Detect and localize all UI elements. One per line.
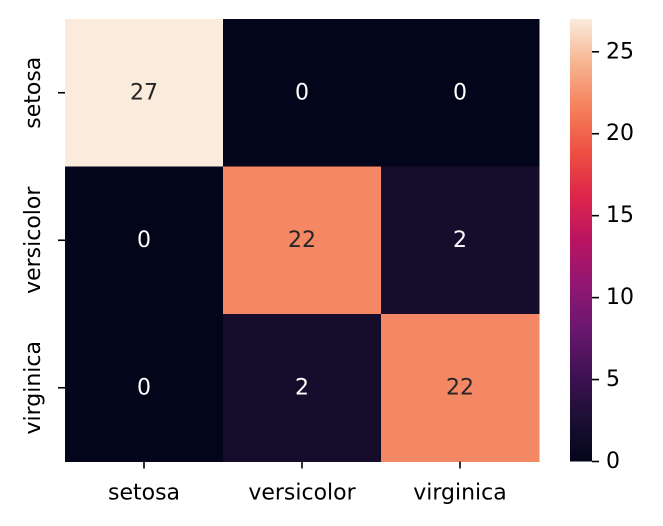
heatmap-cell-setosa-setosa: [65, 19, 224, 167]
cell-annotations: 27 0 00 22 20 2 22: [130, 80, 474, 400]
heatmap-cell-versicolor-setosa: [65, 166, 224, 315]
y-tick-label: versicolor: [21, 186, 46, 294]
cell-annotation: 0: [137, 228, 151, 253]
heatmap-cell-versicolor-virginica: [381, 166, 540, 315]
cell-annotation: 2: [453, 228, 467, 253]
heatmap-cell-virginica-virginica: [381, 314, 540, 462]
x-tick-label: virginica: [413, 481, 507, 506]
heatmap-cell-virginica-versicolor: [223, 314, 382, 462]
heatmap-cell-virginica-setosa: [65, 314, 224, 462]
colorbar: 0 5 10 15 20 25: [570, 19, 634, 474]
colorbar-tick-label: 10: [606, 285, 634, 310]
cell-annotation: 2: [295, 375, 309, 400]
cell-annotation: 22: [446, 375, 474, 400]
heatmap-cell-setosa-virginica: [381, 19, 540, 167]
colorbar-tick-label: 25: [606, 39, 634, 64]
y-tick-label: setosa: [21, 57, 46, 129]
cell-annotation: 22: [288, 228, 316, 253]
y-axis: setosa versicolor virginica: [21, 57, 65, 435]
heatmap-cell-versicolor-versicolor: [223, 166, 382, 315]
cell-annotation: 27: [130, 80, 158, 105]
colorbar-tick-label: 5: [606, 367, 620, 392]
cell-annotation: 0: [137, 375, 151, 400]
colorbar-tick-label: 0: [606, 449, 620, 474]
x-axis: setosa versicolor virginica: [108, 461, 507, 506]
heatmap-cell-setosa-versicolor: [223, 19, 382, 167]
colorbar-tick-label: 15: [606, 203, 634, 228]
cell-annotation: 0: [295, 80, 309, 105]
colorbar-gradient: [570, 19, 592, 462]
x-tick-label: setosa: [108, 481, 180, 506]
y-tick-label: virginica: [21, 341, 46, 435]
heatmap-cells: [65, 19, 540, 462]
x-tick-label: versicolor: [248, 481, 356, 506]
cell-annotation: 0: [453, 80, 467, 105]
colorbar-tick-label: 20: [606, 121, 634, 146]
